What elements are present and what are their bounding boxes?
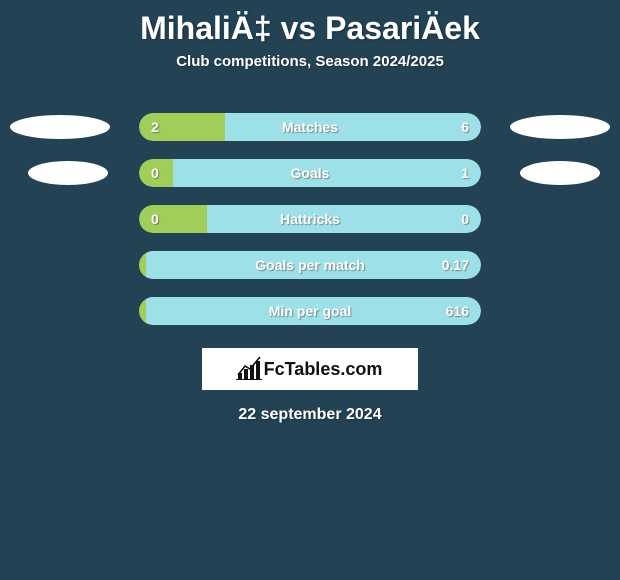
bar-chart-icon (238, 359, 260, 379)
placeholder-right (520, 161, 600, 185)
stat-value-right: 0.17 (442, 257, 469, 273)
stat-row: Goals per match 0.17 (0, 242, 620, 288)
stat-value-right: 616 (446, 303, 469, 319)
page-subtitle: Club competitions, Season 2024/2025 (0, 53, 620, 70)
stat-row: Hattricks 0 0 (0, 196, 620, 242)
stat-row: Min per goal 616 (0, 288, 620, 334)
placeholder-left (28, 161, 108, 185)
stat-label: Goals (291, 165, 330, 181)
date-label: 22 september 2024 (0, 406, 620, 424)
bar-fill-left (139, 251, 146, 279)
stat-value-left: 0 (151, 211, 159, 227)
stat-bar: Goals 0 1 (139, 159, 481, 187)
stat-value-right: 6 (461, 119, 469, 135)
stat-bar: Matches 2 6 (139, 113, 481, 141)
logo-box: FcTables.com (202, 348, 418, 390)
bar-fill-right (225, 113, 482, 141)
stat-label: Min per goal (269, 303, 351, 319)
stat-bar: Goals per match 0.17 (139, 251, 481, 279)
stat-label: Matches (282, 119, 338, 135)
bar-fill-right (207, 205, 481, 233)
stat-value-left: 2 (151, 119, 159, 135)
placeholder-left (10, 115, 110, 139)
bar-fill-left (139, 205, 207, 233)
stat-value-right: 0 (461, 211, 469, 227)
stat-bar: Hattricks 0 0 (139, 205, 481, 233)
stat-bar: Min per goal 616 (139, 297, 481, 325)
page-title: MihaliÄ‡ vs PasariÄek (0, 0, 620, 47)
stat-value-left: 0 (151, 165, 159, 181)
stat-label: Hattricks (280, 211, 340, 227)
placeholder-right (510, 115, 610, 139)
stat-row: Goals 0 1 (0, 150, 620, 196)
stat-value-right: 1 (461, 165, 469, 181)
bar-fill-left (139, 297, 146, 325)
stat-row: Matches 2 6 (0, 104, 620, 150)
stat-rows: Matches 2 6 Goals 0 1 Hattricks 0 0 Goals per mat… (0, 104, 620, 334)
stat-label: Goals per match (255, 257, 365, 273)
logo-text: FcTables.com (264, 359, 383, 380)
